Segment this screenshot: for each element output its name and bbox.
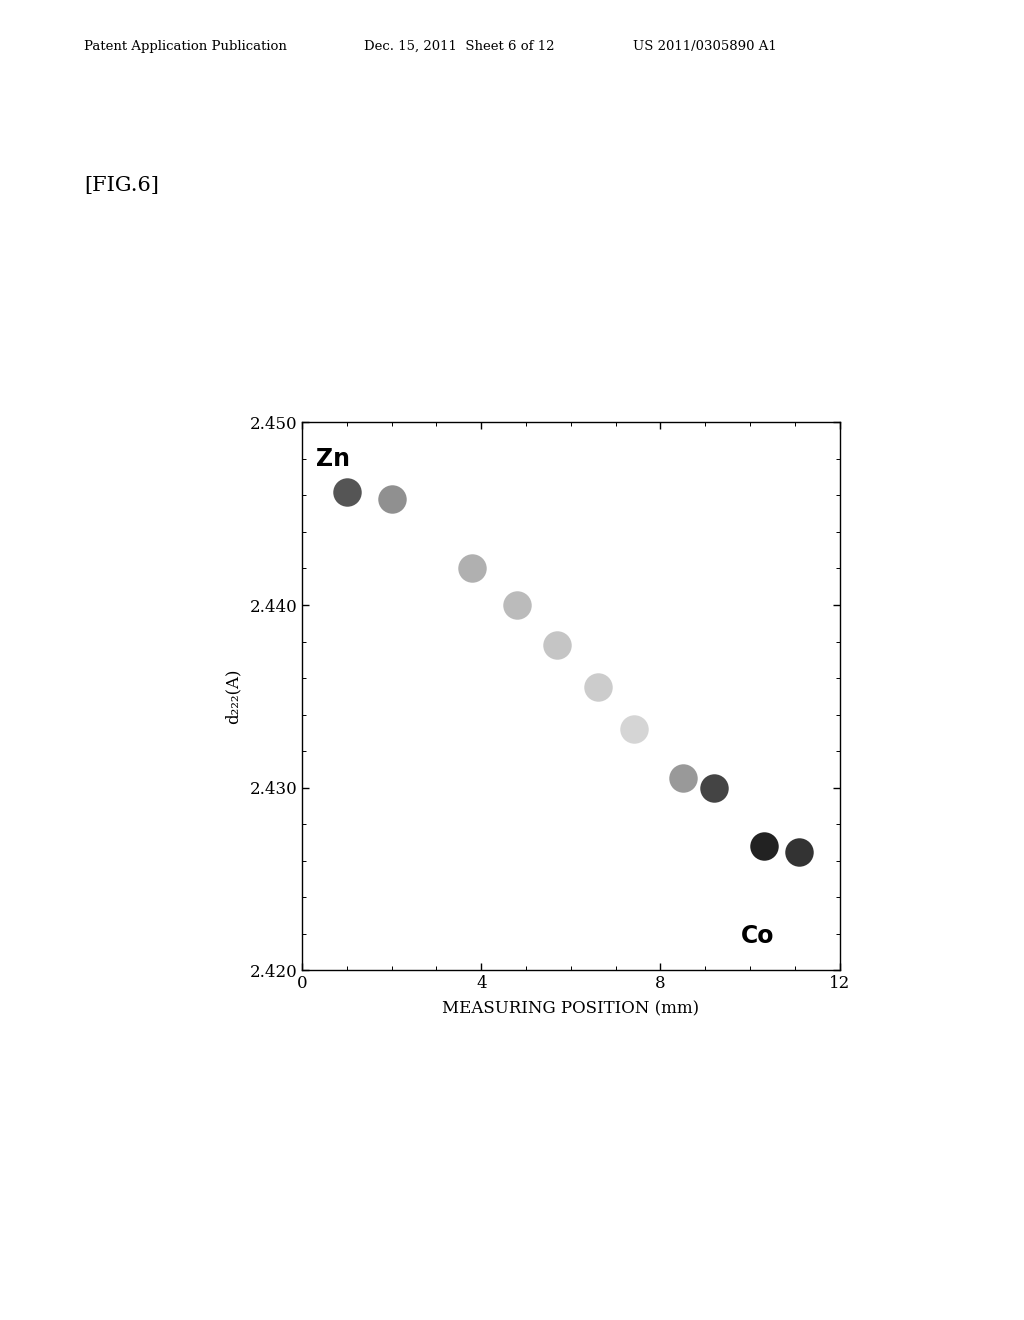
Point (549, 635, 565, 656)
Text: [FIG.6]: [FIG.6] (84, 177, 159, 195)
Point (464, 558, 480, 579)
Point (707, 777, 723, 799)
Y-axis label: d₂₂₂(A): d₂₂₂(A) (224, 668, 241, 725)
Point (383, 488, 399, 510)
Point (792, 841, 808, 862)
Point (339, 482, 355, 503)
Text: Patent Application Publication: Patent Application Publication (84, 40, 287, 53)
Text: Dec. 15, 2011  Sheet 6 of 12: Dec. 15, 2011 Sheet 6 of 12 (364, 40, 554, 53)
Text: US 2011/0305890 A1: US 2011/0305890 A1 (633, 40, 776, 53)
X-axis label: MEASURING POSITION (mm): MEASURING POSITION (mm) (442, 1001, 699, 1018)
Point (509, 594, 525, 615)
Point (626, 718, 642, 739)
Point (590, 677, 606, 698)
Text: Co: Co (741, 924, 774, 948)
Text: Zn: Zn (315, 447, 349, 471)
Point (756, 836, 772, 857)
Point (675, 768, 691, 789)
